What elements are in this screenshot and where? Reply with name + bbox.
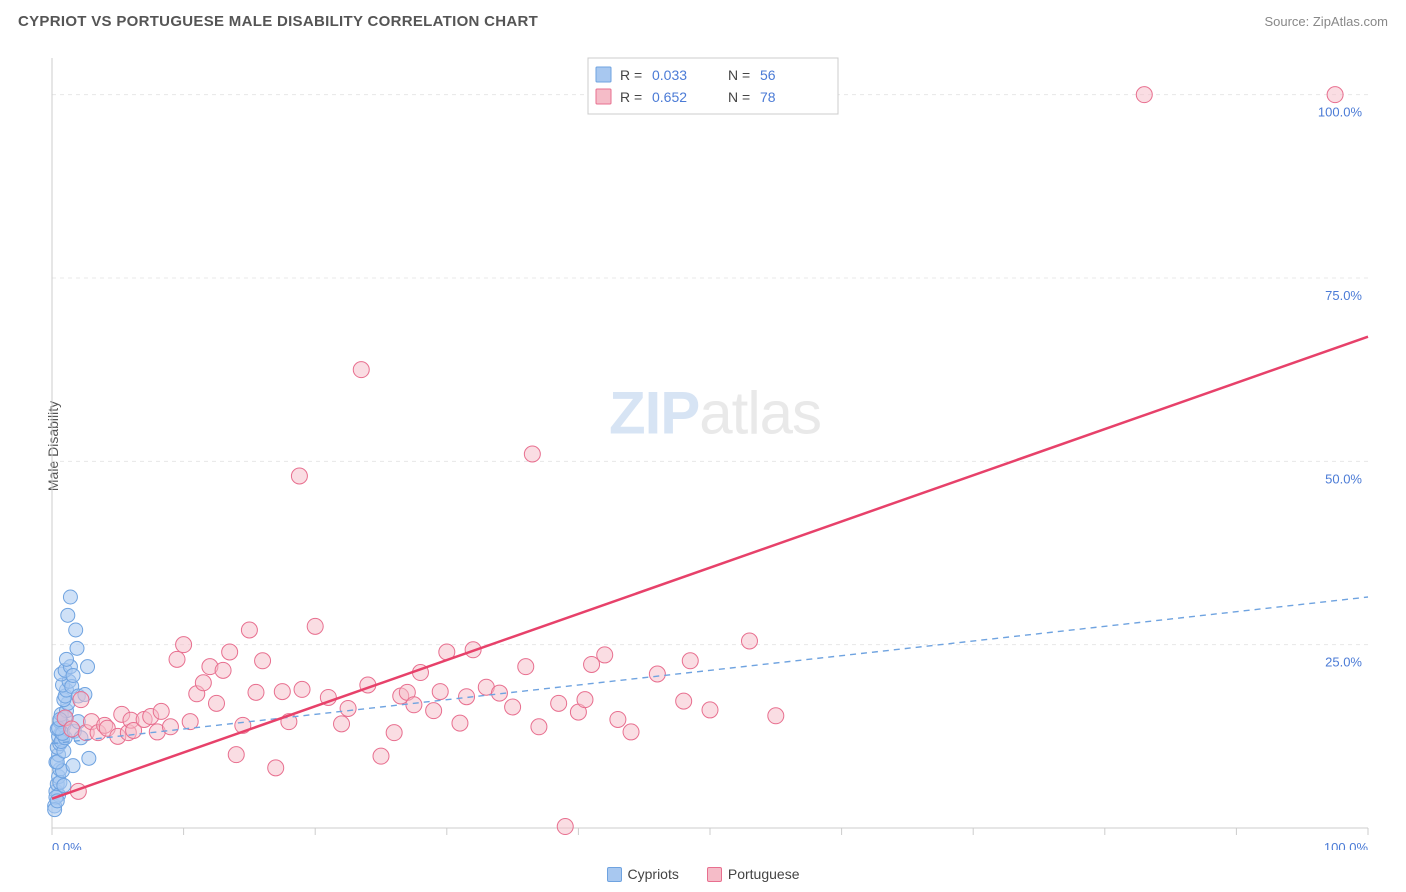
chart-title: CYPRIOT VS PORTUGUESE MALE DISABILITY CO… <box>18 13 538 30</box>
svg-text:N =: N = <box>728 67 750 83</box>
svg-text:R =: R = <box>620 89 642 105</box>
svg-text:50.0%: 50.0% <box>1325 471 1362 486</box>
svg-text:100.0%: 100.0% <box>1324 840 1369 850</box>
legend-label-portuguese: Portuguese <box>728 866 800 882</box>
svg-text:R =: R = <box>620 67 642 83</box>
svg-text:56: 56 <box>760 67 776 83</box>
bottom-legend: Cypriots Portuguese <box>0 866 1406 882</box>
legend-label-cypriots: Cypriots <box>628 866 679 882</box>
svg-text:0.033: 0.033 <box>652 67 687 83</box>
svg-text:78: 78 <box>760 89 776 105</box>
scatter-plot-svg: 25.0% 50.0% 75.0% 100.0% 0.0% 100.0% R = 0.033 N… <box>42 40 1388 850</box>
svg-text:100.0%: 100.0% <box>1318 105 1363 120</box>
legend-item-portuguese: Portuguese <box>707 866 800 882</box>
legend-swatch-cypriots <box>607 867 622 882</box>
plot-area: 25.0% 50.0% 75.0% 100.0% 0.0% 100.0% R = 0.033 N… <box>42 40 1388 850</box>
source-label: Source: ZipAtlas.com <box>1264 14 1388 29</box>
legend-item-cypriots: Cypriots <box>607 866 679 882</box>
legend-swatch-portuguese <box>707 867 722 882</box>
svg-text:25.0%: 25.0% <box>1325 655 1362 670</box>
header: CYPRIOT VS PORTUGUESE MALE DISABILITY CO… <box>0 0 1406 40</box>
svg-text:0.0%: 0.0% <box>52 840 82 850</box>
svg-text:0.652: 0.652 <box>652 89 687 105</box>
svg-text:75.0%: 75.0% <box>1325 288 1362 303</box>
chart-container: CYPRIOT VS PORTUGUESE MALE DISABILITY CO… <box>0 0 1406 892</box>
svg-text:N =: N = <box>728 89 750 105</box>
